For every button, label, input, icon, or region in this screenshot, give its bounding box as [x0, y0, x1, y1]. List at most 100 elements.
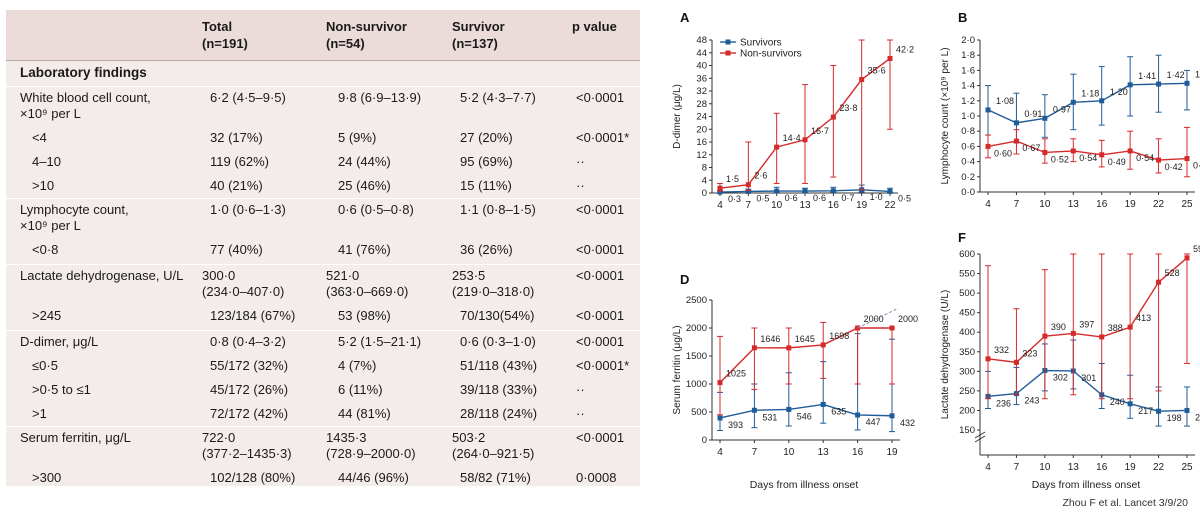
- data-label: 1646: [760, 334, 780, 344]
- data-label: 393: [728, 420, 743, 430]
- x-tick-label: 22: [1153, 199, 1165, 210]
- y-tick-label: 44: [696, 48, 707, 59]
- data-label: 2·6: [754, 171, 767, 181]
- cell-total: 55/172 (32%): [210, 358, 289, 373]
- data-label: 323: [1022, 348, 1037, 358]
- data-point: [774, 188, 780, 194]
- data-label: 240: [1110, 397, 1125, 407]
- data-label: 0·3: [728, 194, 741, 204]
- data-label: 447: [866, 417, 881, 427]
- data-point: [985, 143, 991, 149]
- cell-non-survivor: 521·0 (363·0–669·0): [326, 268, 409, 299]
- x-tick-label: 4: [717, 447, 723, 458]
- cell-non-survivor: 44/46 (96%): [338, 470, 409, 485]
- series-line: [719, 403, 893, 419]
- data-point: [1156, 157, 1162, 163]
- row-label: Lactate dehydrogenase, U/L: [20, 268, 184, 283]
- data-point: [887, 55, 893, 61]
- cell-p-value: <0·0001: [576, 430, 625, 445]
- cell-non-survivor: 6 (11%): [338, 382, 383, 397]
- y-tick-label: 450: [959, 308, 975, 319]
- data-label: 301: [1081, 373, 1096, 383]
- cell-p-value: ··: [576, 406, 585, 421]
- y-axis-label: Lactate dehydrogenase (U/L): [940, 290, 951, 420]
- x-tick-label: 13: [1068, 462, 1080, 473]
- y-tick-label: 1·4: [961, 81, 975, 92]
- data-label: 217: [1138, 406, 1153, 416]
- cell-survivor: 5·2 (4·3–7·7): [460, 90, 536, 105]
- data-label: 388: [1108, 323, 1123, 333]
- row-label: Lymphocyte count, ×10⁹ per L: [20, 202, 129, 233]
- data-label: 332: [994, 345, 1009, 355]
- data-label: 1698: [829, 331, 849, 341]
- data-label: 413: [1136, 313, 1151, 323]
- y-axis-label: Serum ferritin (μg/L): [672, 325, 683, 414]
- data-point: [1099, 152, 1105, 158]
- column-header: Total (n=191): [202, 19, 248, 51]
- data-label: 531: [762, 412, 777, 422]
- cell-p-value: <0·0001: [576, 334, 625, 349]
- legend-swatch: [725, 39, 731, 45]
- x-tick-label: 16: [828, 200, 840, 211]
- data-label: 0·54: [1136, 153, 1154, 163]
- y-tick-label: 12: [696, 150, 707, 161]
- cell-survivor: 58/82 (71%): [460, 470, 531, 485]
- x-tick-label: 19: [856, 200, 868, 211]
- x-tick-label: 10: [771, 200, 783, 211]
- data-point: [1127, 401, 1133, 407]
- cell-survivor: 51/118 (43%): [460, 358, 538, 373]
- data-label: 198: [1167, 413, 1182, 423]
- cell-non-survivor: 1435·3 (728·9–2000·0): [326, 430, 416, 461]
- citation: Zhou F et al. Lancet 3/9/20: [1062, 497, 1189, 509]
- data-label: 236: [996, 398, 1011, 408]
- x-tick-label: 10: [783, 447, 795, 458]
- y-tick-label: 2000: [686, 323, 707, 334]
- y-tick-label: 500: [959, 288, 975, 299]
- cell-p-value: <0·0001: [576, 242, 625, 257]
- data-label: 1·42: [1167, 70, 1185, 80]
- cell-p-value: <0·0001: [576, 202, 625, 217]
- x-tick-label: 19: [886, 447, 898, 458]
- data-label: 1645: [795, 334, 815, 344]
- y-tick-label: 20: [696, 124, 707, 135]
- x-axis-label: Days from illness onset: [1032, 479, 1141, 491]
- data-point: [717, 415, 723, 421]
- y-tick-label: 600: [959, 249, 975, 260]
- data-point: [1070, 148, 1076, 154]
- cell-total: 6·2 (4·5–9·5): [210, 90, 286, 105]
- data-label: 0·42: [1165, 162, 1183, 172]
- data-point: [717, 185, 723, 191]
- data-point: [786, 345, 792, 351]
- data-label: 35·6: [868, 66, 886, 76]
- data-point: [820, 401, 826, 407]
- data-label: 0·49: [1108, 157, 1126, 167]
- data-label: 0·5: [898, 193, 911, 203]
- data-point: [855, 325, 861, 331]
- cell-survivor: 28/118 (24%): [460, 406, 538, 421]
- x-tick-label: 13: [818, 447, 830, 458]
- y-tick-label: 0·8: [961, 126, 975, 137]
- panel-letter: A: [680, 10, 690, 25]
- series-line: [987, 257, 1188, 364]
- row-divider: [6, 330, 640, 331]
- x-tick-label: 16: [852, 447, 864, 458]
- y-tick-label: 2500: [686, 295, 707, 306]
- x-tick-label: 16: [1096, 199, 1108, 210]
- data-label: 0·97: [1053, 104, 1071, 114]
- column-header: Non-survivor (n=54): [326, 19, 407, 51]
- cell-p-value: ··: [576, 382, 585, 397]
- cell-non-survivor: 5 (9%): [338, 130, 377, 145]
- data-point: [1184, 156, 1190, 162]
- data-point: [830, 188, 836, 194]
- y-tick-label: 1·6: [961, 65, 975, 76]
- cell-total: 300·0 (234·0–407·0): [202, 268, 285, 299]
- data-point: [717, 189, 723, 195]
- data-point: [802, 188, 808, 194]
- x-tick-label: 13: [1068, 199, 1080, 210]
- y-axis-label: D-dimer (μg/L): [672, 84, 683, 149]
- cell-total: 32 (17%): [210, 130, 263, 145]
- cell-p-value: ··: [576, 178, 585, 193]
- cell-p-value: ··: [576, 154, 585, 169]
- cell-non-survivor: 4 (7%): [338, 358, 377, 373]
- cell-survivor: 253·5 (219·0–318·0): [452, 268, 535, 299]
